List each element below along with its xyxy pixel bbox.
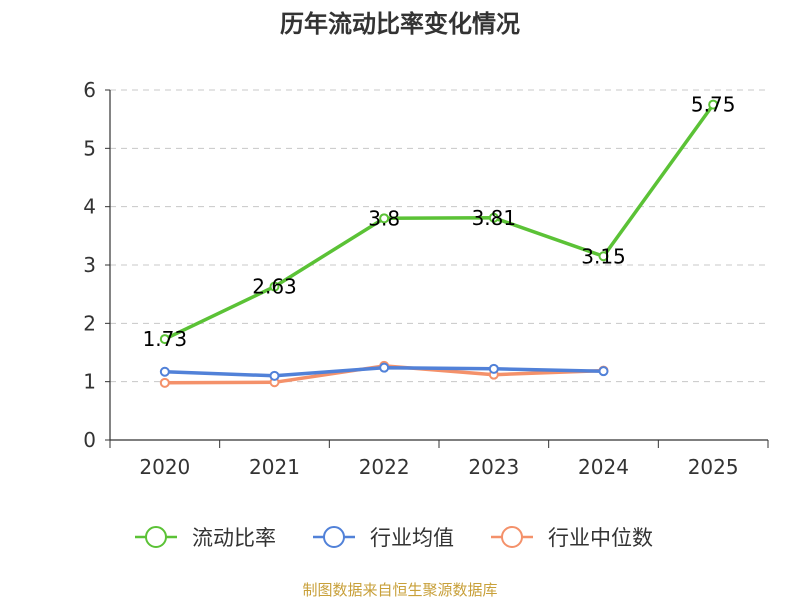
source-note: 制图数据来自恒生聚源数据库 xyxy=(302,581,497,599)
x-tick-label: 2022 xyxy=(359,455,410,479)
data-labels: 1.73 2.63 3.8 3.81 3.15 5.75 xyxy=(143,93,736,352)
x-tick-label: 2025 xyxy=(688,455,739,479)
legend-label: 流动比率 xyxy=(192,526,276,550)
series-lines xyxy=(159,99,719,388)
grid-lines xyxy=(110,89,768,383)
data-point[interactable] xyxy=(269,370,280,381)
data-point[interactable] xyxy=(379,213,390,224)
data-label: 3.15 xyxy=(581,244,626,268)
chart-title: 历年流动比率变化情况 xyxy=(280,10,520,38)
series-0 xyxy=(159,99,719,345)
data-point[interactable] xyxy=(708,99,719,110)
data-point[interactable] xyxy=(159,366,170,377)
y-tick-label: 5 xyxy=(83,136,96,160)
y-tick-label: 1 xyxy=(83,370,96,394)
y-tick-label: 6 xyxy=(83,78,96,102)
y-tick-label: 2 xyxy=(83,311,96,335)
x-tick-label: 2021 xyxy=(249,455,300,479)
legend-item-1[interactable]: 行业均值 xyxy=(313,526,454,550)
data-label: 3.8 xyxy=(368,206,400,230)
data-label: 3.81 xyxy=(472,206,517,230)
legend-item-0[interactable]: 流动比率 xyxy=(135,526,276,550)
data-point[interactable] xyxy=(598,366,609,377)
x-tick-label: 2024 xyxy=(578,455,629,479)
x-tick-label: 2020 xyxy=(139,455,190,479)
x-tick-label: 2023 xyxy=(468,455,519,479)
data-label: 5.75 xyxy=(691,93,736,117)
legend-label: 行业中位数 xyxy=(548,526,653,550)
legend-marker xyxy=(145,526,167,548)
legend: 流动比率 行业均值 行业中位数 xyxy=(135,526,653,550)
data-point[interactable] xyxy=(159,377,170,388)
y-tick-label: 4 xyxy=(83,195,96,219)
data-point[interactable] xyxy=(379,362,390,373)
data-label: 1.73 xyxy=(143,327,188,351)
data-label: 2.63 xyxy=(252,275,297,299)
legend-item-2[interactable]: 行业中位数 xyxy=(491,526,653,550)
series-line xyxy=(164,103,715,341)
y-tick-label: 0 xyxy=(83,428,96,452)
y-tick-label: 3 xyxy=(83,253,96,277)
data-point[interactable] xyxy=(598,251,609,262)
data-point[interactable] xyxy=(488,363,499,374)
data-point[interactable] xyxy=(159,334,170,345)
series-1 xyxy=(159,362,609,381)
legend-marker xyxy=(323,526,345,548)
legend-label: 行业均值 xyxy=(370,526,454,550)
data-point[interactable] xyxy=(269,281,280,292)
data-point[interactable] xyxy=(488,212,499,223)
legend-marker xyxy=(501,526,523,548)
axes: 0 1 2 3 4 5 6 2020 2021 2022 2023 2024 2025 xyxy=(83,78,769,479)
